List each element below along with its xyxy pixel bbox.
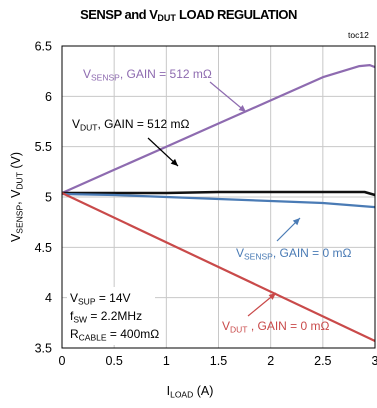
- label-vdut-0-subscript: DUT: [230, 325, 247, 335]
- arrow-vsensp-0-head: [292, 218, 300, 226]
- label-vdut-gain-512: VDUT, GAIN = 512 mΩ: [72, 117, 190, 133]
- ylabel-sub2: DUT: [15, 172, 25, 189]
- label-vdut-512-main: V: [72, 117, 80, 131]
- condition-line: fSW = 2.2MHz: [70, 309, 142, 325]
- x-tick-label: 1.5: [210, 354, 227, 368]
- x-axis-label: ILOAD (A): [167, 384, 214, 400]
- arrow-vsensp-512-shaft: [209, 81, 247, 113]
- xlabel-main: I: [167, 384, 170, 398]
- label-vsensp-gain-512: VSENSP, GAIN = 512 mΩ: [83, 67, 212, 83]
- title-suffix: LOAD REGULATION: [175, 7, 297, 22]
- xlabel-subscript: LOAD: [170, 390, 193, 400]
- label-vdut-gain-0: VDUT , GAIN = 0 mΩ: [222, 319, 330, 335]
- y-tick-label: 5: [45, 191, 52, 205]
- y-tick-label: 4: [45, 291, 52, 305]
- label-vdut-0-rest: , GAIN = 0 mΩ: [248, 319, 330, 333]
- label-vdut-512-subscript: DUT: [80, 123, 97, 133]
- x-tick-label: 1: [163, 354, 170, 368]
- label-vdut-0-main: V: [222, 319, 230, 333]
- arrow-vdut-512-head: [170, 158, 178, 166]
- chart-title: SENSP and VDUT LOAD REGULATION: [0, 7, 377, 23]
- label-vsensp-0-main: V: [236, 246, 244, 260]
- title-subscript: DUT: [157, 13, 176, 23]
- title-prefix: SENSP and V: [80, 7, 158, 22]
- label-vsensp-0-subscript: SENSP: [244, 252, 273, 262]
- condition-1-subscript: SW: [73, 315, 87, 325]
- tick-labels: 0 0.5 1 1.5 2 2.5 3 3.5 4 4.5 5 5.5 6 6.5: [35, 40, 377, 369]
- label-vsensp-gain-0: VSENSP, GAIN = 0 mΩ: [236, 246, 352, 262]
- x-tick-label: 2: [267, 354, 274, 368]
- condition-0-rest: = 14V: [96, 291, 131, 305]
- y-axis-label: VSENSP, VDUT (V): [9, 152, 25, 242]
- ylabel-v1: V: [9, 233, 23, 242]
- condition-1-rest: = 2.2MHz: [87, 309, 142, 323]
- y-tick-label: 5.5: [35, 140, 52, 154]
- x-tick-label: 0: [59, 354, 66, 368]
- series-vdut-gain-0: [61, 192, 376, 342]
- y-tick-label: 6: [45, 90, 52, 104]
- plot-frame: [61, 45, 376, 349]
- ylabel-sub1: SENSP: [15, 205, 25, 234]
- condition-2-rest: = 400mΩ: [107, 327, 160, 341]
- series-vdut-gain-512: [62, 190, 376, 197]
- condition-1-main: f: [70, 309, 74, 323]
- label-vsensp-0-rest: , GAIN = 0 mΩ: [273, 246, 352, 260]
- arrow-vsensp-512-head: [238, 105, 246, 112]
- condition-2-subscript: CABLE: [79, 333, 107, 343]
- x-tick-label: 0.5: [105, 354, 122, 368]
- y-tick-label: 3.5: [35, 342, 52, 356]
- conditions-backdrop: [67, 287, 155, 345]
- label-vsensp-512-main: V: [83, 67, 91, 81]
- condition-0-main: V: [70, 291, 78, 305]
- series-vsensp-gain-0: [61, 192, 376, 209]
- ylabel-unit: (V): [9, 152, 23, 172]
- axis-labels: ILOAD (A)VSENSP, VDUT (V): [9, 152, 213, 400]
- label-vsensp-512-rest: , GAIN = 512 mΩ: [120, 67, 212, 81]
- condition-2-main: R: [70, 327, 79, 341]
- series-layer: [61, 63, 376, 342]
- arrow-vdut-0-head: [268, 293, 276, 300]
- series-vsensp-gain-512: [61, 63, 376, 195]
- label-vsensp-512-subscript: SENSP: [91, 73, 120, 83]
- ylabel-v2: , V: [9, 189, 23, 205]
- figure-code: toc12: [348, 30, 369, 40]
- y-tick-label: 6.5: [35, 40, 52, 54]
- x-tick-label: 2.5: [314, 354, 331, 368]
- condition-0-subscript: SUP: [78, 297, 96, 307]
- y-tick-label: 4.5: [35, 241, 52, 255]
- x-tick-label: 3: [372, 354, 377, 368]
- xlabel-unit: (A): [193, 384, 213, 398]
- condition-line: RCABLE = 400mΩ: [70, 327, 159, 343]
- condition-line: VSUP = 14V: [70, 291, 131, 307]
- label-vdut-512-rest: , GAIN = 512 mΩ: [98, 117, 190, 131]
